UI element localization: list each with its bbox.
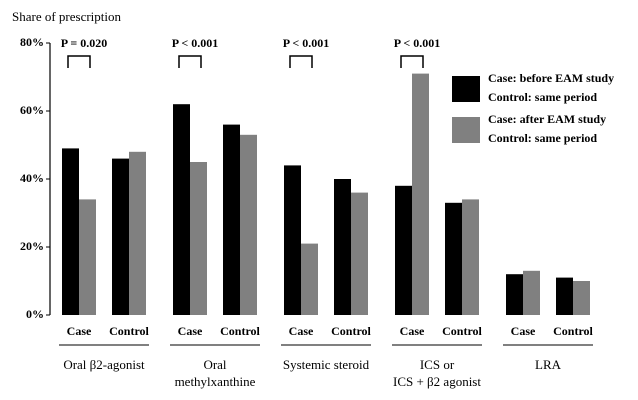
x-tick-label: Control [553,324,593,338]
bracket [67,55,91,68]
legend-swatch [452,76,480,102]
group-label: LRA [535,357,562,372]
bar [223,124,240,315]
bar [351,192,368,315]
x-tick-label: Control [442,324,482,338]
bar [412,73,429,315]
group-label: Oral β2-agonist [63,357,145,372]
x-tick-label: Control [109,324,149,338]
x-tick-label: Case [289,324,314,338]
legend-label: Control: same period [488,131,597,145]
bar [462,199,479,315]
bar [445,202,462,315]
group-label: ICS + β2 agonist [393,374,481,389]
legend-label: Case: after EAM study [488,112,606,126]
group-label: ICS or [420,357,455,372]
x-tick-label: Case [511,324,536,338]
bar [190,162,207,315]
legend-label: Case: before EAM study [488,71,614,85]
bar [395,185,412,315]
y-tick-label: 0% [26,307,44,321]
y-tick-label: 80% [20,35,44,49]
bar [173,104,190,315]
bar [301,243,318,315]
legend-label: Control: same period [488,90,597,104]
y-tick-label: 60% [20,103,44,117]
x-tick-label: Control [220,324,260,338]
bar [523,270,540,315]
y-tick-label: 40% [20,171,44,185]
bracket [178,55,202,68]
group-label: methylxanthine [175,374,256,389]
p-value: P < 0.001 [283,36,330,50]
legend-swatch [452,117,480,143]
bar [506,274,523,315]
y-axis-label: Share of prescription [12,9,122,24]
bracket [289,55,313,68]
bar [62,148,79,315]
x-tick-label: Control [331,324,371,338]
p-value: P < 0.001 [394,36,441,50]
group-label: Systemic steroid [283,357,370,372]
x-tick-label: Case [178,324,203,338]
p-value: P = 0.020 [61,36,108,50]
bar [334,179,351,315]
bar [556,277,573,315]
bracket [400,55,424,68]
bar [573,281,590,315]
p-value: P < 0.001 [172,36,219,50]
x-tick-label: Case [67,324,92,338]
bar [112,158,129,315]
x-tick-label: Case [400,324,425,338]
bar [79,199,96,315]
group-label: Oral [203,357,226,372]
y-tick-label: 20% [20,239,44,253]
bar [284,165,301,315]
bar [129,151,146,315]
bar [240,134,257,315]
